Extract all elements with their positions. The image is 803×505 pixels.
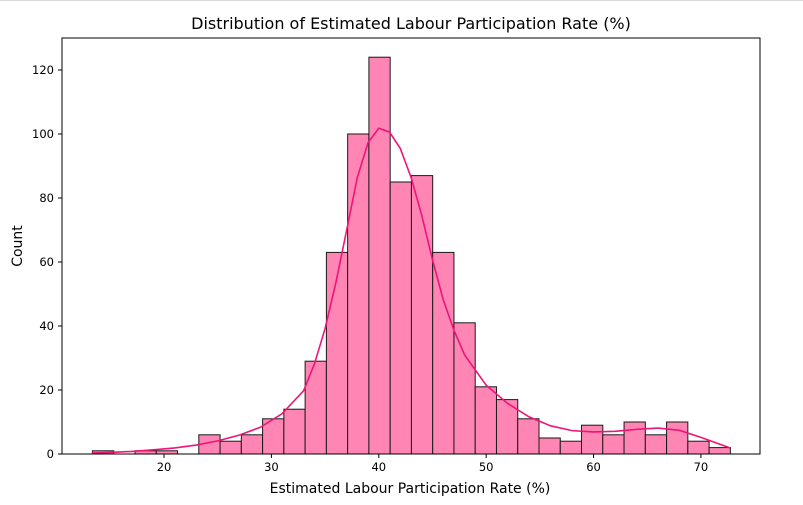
y-tick-label: 100	[32, 127, 54, 141]
histogram-bar	[602, 434, 625, 455]
y-axis-label: Count	[10, 225, 26, 267]
x-tick-label: 30	[264, 460, 279, 474]
histogram-bar	[304, 360, 327, 455]
histogram-bar	[368, 56, 391, 455]
x-axis-ticks: 20 30 40 50 60 70	[157, 454, 709, 474]
kde-curve	[92, 127, 731, 454]
y-tick-label: 60	[39, 255, 54, 269]
y-tick-label: 40	[39, 319, 54, 333]
histogram-bar	[240, 434, 264, 455]
histogram-bar	[474, 386, 497, 455]
histogram-bar	[708, 447, 731, 455]
histogram-bar	[432, 251, 455, 455]
histogram-bar	[219, 440, 242, 455]
y-tick-label: 120	[32, 63, 54, 77]
y-axis-ticks: 0 20 40 60 80 100 120	[32, 63, 62, 461]
histogram-bar	[623, 421, 646, 455]
y-tick-label: 0	[47, 447, 54, 461]
histogram-bar	[453, 322, 476, 455]
histogram-bar	[517, 418, 540, 455]
y-tick-label: 20	[39, 383, 54, 397]
x-tick-label: 50	[479, 460, 494, 474]
top-border	[0, 0, 803, 5]
histogram-bar	[687, 440, 710, 455]
histogram-bar	[389, 181, 412, 455]
histogram-bars	[91, 56, 731, 455]
histogram-bar	[538, 437, 561, 455]
x-tick-label: 20	[157, 460, 172, 474]
plot-frame	[61, 37, 761, 455]
histogram-bar	[559, 440, 583, 455]
x-axis-label: Estimated Labour Participation Rate (%)	[270, 481, 551, 497]
histogram-bar	[581, 424, 604, 455]
histogram-bar	[666, 421, 689, 455]
histogram-bar	[347, 133, 370, 455]
x-tick-label: 70	[694, 460, 709, 474]
histogram-bar	[283, 408, 306, 455]
chart-title: Distribution of Estimated Labour Partici…	[191, 14, 631, 33]
y-tick-label: 80	[39, 191, 54, 205]
x-tick-label: 40	[371, 460, 386, 474]
histogram-bar	[325, 251, 349, 455]
histogram-bar	[644, 434, 668, 455]
x-tick-label: 60	[586, 460, 601, 474]
